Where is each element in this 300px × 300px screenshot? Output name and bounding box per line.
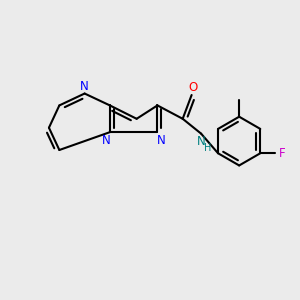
Text: N: N bbox=[157, 134, 165, 147]
Text: O: O bbox=[188, 81, 198, 94]
Text: H: H bbox=[204, 143, 211, 153]
Text: N: N bbox=[102, 134, 111, 147]
Text: N: N bbox=[197, 136, 206, 148]
Text: F: F bbox=[279, 147, 285, 160]
Text: N: N bbox=[80, 80, 89, 93]
